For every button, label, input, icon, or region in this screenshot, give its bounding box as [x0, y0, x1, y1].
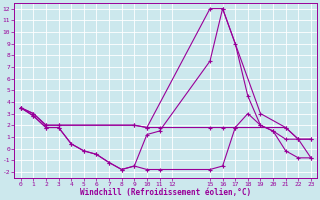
- X-axis label: Windchill (Refroidissement éolien,°C): Windchill (Refroidissement éolien,°C): [80, 188, 252, 197]
